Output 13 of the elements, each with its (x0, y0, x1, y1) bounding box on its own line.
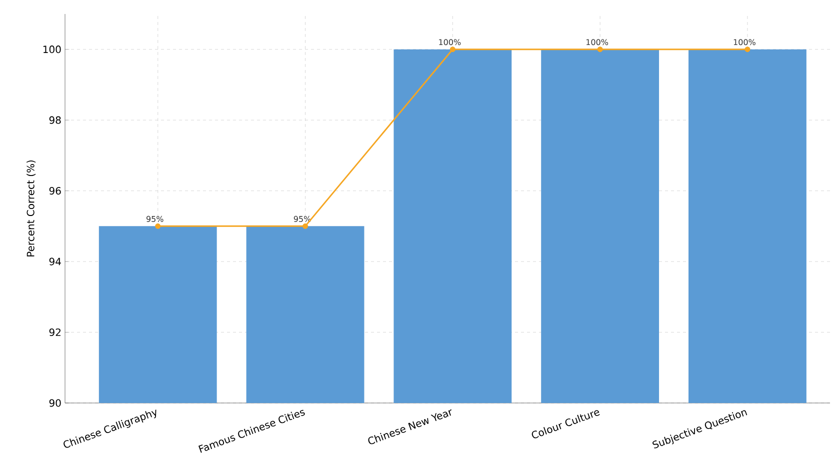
y-tick-label: 92 (49, 328, 60, 336)
data-label: 95% (146, 216, 164, 222)
data-label: 100% (586, 39, 608, 46)
y-tick-label: 94 (49, 258, 61, 266)
y-axis-title: Percent Correct (%) (26, 160, 36, 256)
y-tick-label: 98 (49, 116, 61, 124)
y-tick-label: 96 (49, 187, 61, 195)
y-tick-label: 100 (43, 46, 61, 54)
data-label: 100% (439, 39, 461, 46)
x-tick-label: Colour Culture (532, 410, 600, 438)
data-label: 95% (294, 216, 311, 222)
data-label: 100% (734, 39, 756, 46)
y-tick-label: 90 (49, 399, 61, 407)
